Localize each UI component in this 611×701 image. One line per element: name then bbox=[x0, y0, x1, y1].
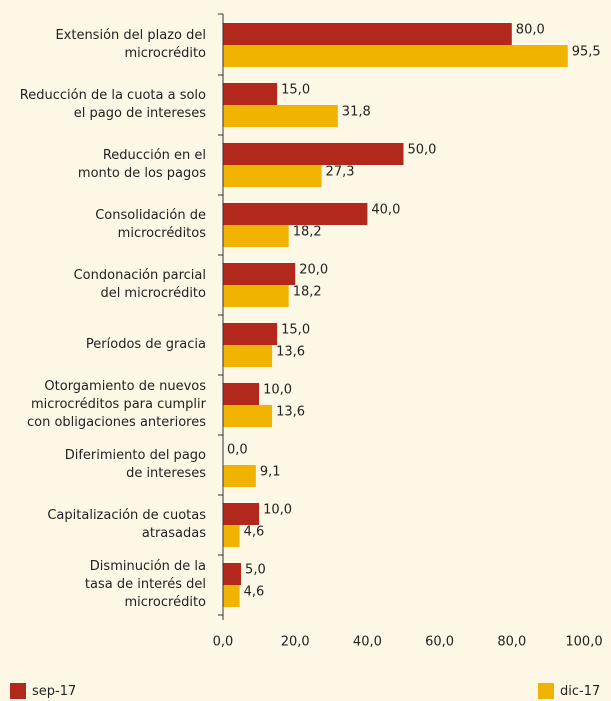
bar bbox=[223, 503, 260, 525]
value-label: 31,8 bbox=[342, 105, 371, 120]
legend-label: sep-17 bbox=[32, 683, 77, 699]
value-label: 10,0 bbox=[263, 503, 292, 518]
bar bbox=[223, 23, 512, 45]
legend-swatch bbox=[10, 683, 26, 699]
bar bbox=[223, 105, 338, 127]
bar bbox=[223, 323, 278, 345]
legend-swatch bbox=[538, 683, 554, 699]
bar bbox=[223, 285, 289, 307]
value-label: 4,6 bbox=[244, 585, 265, 600]
x-tick-label: 60,0 bbox=[425, 635, 454, 650]
x-tick-label: 0,0 bbox=[213, 635, 234, 650]
value-label: 27,3 bbox=[326, 165, 355, 180]
bar bbox=[223, 345, 273, 367]
category-label: Reducción en el monto de los pagos bbox=[77, 148, 206, 181]
category-label: Diferimiento del pago de intereses bbox=[64, 448, 206, 481]
category-label: Reducción de la cuota a solo el pago de … bbox=[19, 88, 206, 121]
category-label: Períodos de gracia bbox=[85, 337, 206, 352]
bar bbox=[223, 525, 240, 547]
legend-label: dic-17 bbox=[560, 683, 601, 699]
bar bbox=[223, 225, 289, 247]
value-label: 95,5 bbox=[572, 45, 601, 60]
bar bbox=[223, 405, 273, 427]
value-label: 10,0 bbox=[263, 383, 292, 398]
bar bbox=[223, 143, 404, 165]
legend-item: dic-17 bbox=[538, 683, 600, 699]
legend-item: sep-17 bbox=[10, 683, 76, 699]
value-label: 15,0 bbox=[281, 323, 310, 338]
bar bbox=[223, 563, 242, 585]
bar bbox=[223, 165, 322, 187]
value-label: 50,0 bbox=[408, 143, 437, 158]
value-label: 5,0 bbox=[245, 563, 266, 578]
value-label: 18,2 bbox=[293, 225, 322, 240]
x-tick-label: 80,0 bbox=[497, 635, 526, 650]
bar bbox=[223, 383, 260, 405]
bar bbox=[223, 83, 278, 105]
category-label: Disminución de la tasa de interés del mi… bbox=[84, 559, 206, 610]
category-label: Otorgamiento de nuevos microcréditos par… bbox=[26, 379, 206, 430]
value-label: 13,6 bbox=[276, 405, 305, 420]
category-label: Condonación parcial del microcrédito bbox=[73, 268, 206, 301]
x-tick-label: 20,0 bbox=[281, 635, 310, 650]
value-label: 20,0 bbox=[299, 263, 328, 278]
x-tick-label: 100,0 bbox=[565, 635, 602, 650]
value-label: 4,6 bbox=[244, 525, 265, 540]
value-label: 0,0 bbox=[227, 443, 248, 458]
value-label: 9,1 bbox=[260, 465, 281, 480]
category-label: Capitalización de cuotas atrasadas bbox=[47, 508, 206, 541]
value-label: 13,6 bbox=[276, 345, 305, 360]
value-label: 80,0 bbox=[516, 23, 545, 38]
bar bbox=[223, 585, 240, 607]
value-label: 15,0 bbox=[281, 83, 310, 98]
value-label: 18,2 bbox=[293, 285, 322, 300]
x-tick-label: 40,0 bbox=[353, 635, 382, 650]
bar bbox=[223, 45, 568, 67]
category-label: Extensión del plazo del microcrédito bbox=[55, 28, 206, 61]
category-label: Consolidación de microcréditos bbox=[95, 208, 206, 241]
bar bbox=[223, 465, 256, 487]
bar bbox=[223, 203, 368, 225]
bar bbox=[223, 263, 296, 285]
value-label: 40,0 bbox=[371, 203, 400, 218]
